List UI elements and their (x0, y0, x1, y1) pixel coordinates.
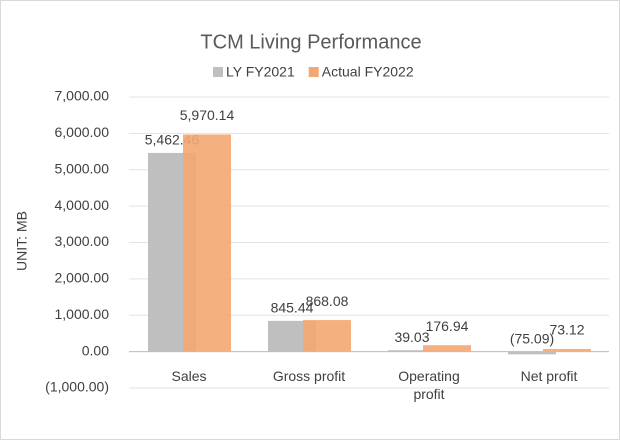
legend-label: Actual FY2022 (322, 64, 414, 80)
bar (423, 345, 471, 352)
legend-label: LY FY2021 (226, 64, 295, 80)
y-tick-label: 3,000.00 (55, 233, 110, 249)
bar (388, 350, 436, 352)
legend-swatch (213, 67, 223, 77)
data-label: 176.94 (426, 318, 469, 334)
data-label: 5,970.14 (180, 107, 235, 123)
y-tick-label: 4,000.00 (55, 197, 110, 213)
data-label: (75.09) (510, 330, 554, 346)
x-tick-label: Sales (171, 368, 207, 384)
data-label: 868.08 (306, 293, 349, 309)
y-tick-label: 7,000.00 (55, 88, 110, 104)
legend-swatch (308, 67, 319, 77)
y-axis-label: UNIT: MB (14, 211, 30, 271)
y-tick-label: 2,000.00 (55, 270, 110, 286)
x-tick-label: Operating profit (398, 368, 460, 402)
bar (183, 134, 231, 352)
y-tick-label: 1,000.00 (55, 306, 110, 322)
y-tick-label: 0.00 (82, 342, 109, 358)
data-label: 73.12 (549, 322, 584, 338)
y-tick-label: 5,000.00 (55, 160, 110, 176)
x-tick-label: Net profit (520, 368, 578, 384)
chart-title: TCM Living Performance (200, 31, 421, 53)
x-tick-label: Gross profit (272, 368, 346, 384)
y-tick-label: 6,000.00 (55, 124, 110, 140)
bar (543, 348, 591, 352)
bar (508, 351, 556, 355)
y-tick-label: (1,000.00) (45, 379, 109, 395)
data-label: 39.03 (394, 329, 429, 345)
data-label: 845.44 (271, 300, 314, 316)
bar (303, 320, 351, 352)
